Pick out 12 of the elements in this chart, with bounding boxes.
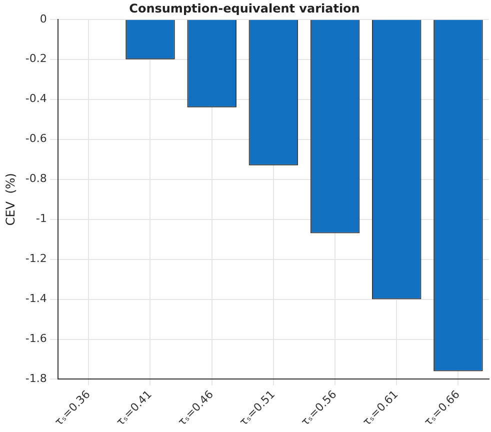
y-tick-label: 0 bbox=[40, 12, 47, 26]
y-axis-title: CEV (%) bbox=[3, 173, 18, 226]
y-tick-label: -1.4 bbox=[25, 292, 47, 306]
y-tick-label: -0.4 bbox=[25, 92, 47, 106]
chart-title: Consumption-equivalent variation bbox=[129, 1, 360, 16]
y-tick-label: -1 bbox=[36, 212, 47, 226]
y-tick-label: -0.6 bbox=[25, 132, 47, 146]
y-tick-label: -1.8 bbox=[25, 372, 47, 386]
y-tick-label: -0.8 bbox=[25, 172, 47, 186]
y-tick-label: -1.6 bbox=[25, 332, 47, 346]
y-tick-label: -0.2 bbox=[25, 52, 47, 66]
y-tick-label: -1.2 bbox=[25, 252, 47, 266]
